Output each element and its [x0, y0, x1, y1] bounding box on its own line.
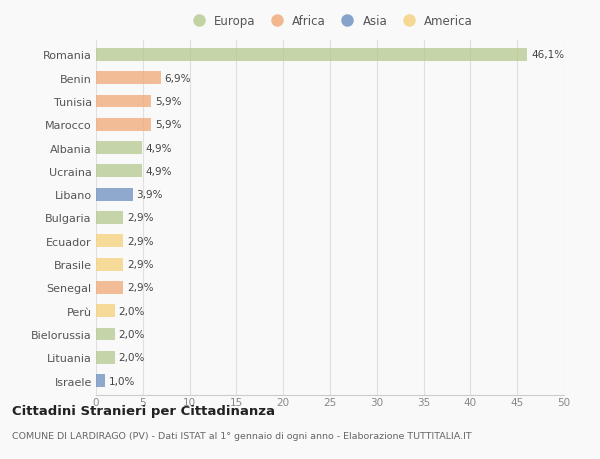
Bar — [96, 165, 142, 178]
Text: 2,0%: 2,0% — [118, 329, 145, 339]
Text: 6,9%: 6,9% — [164, 73, 191, 84]
Text: 5,9%: 5,9% — [155, 120, 181, 130]
Text: 2,9%: 2,9% — [127, 213, 154, 223]
Bar — [96, 188, 133, 201]
Text: 2,0%: 2,0% — [118, 306, 145, 316]
Bar — [96, 235, 123, 248]
Bar — [96, 212, 123, 224]
Text: 5,9%: 5,9% — [155, 97, 181, 107]
Legend: Europa, Africa, Asia, America: Europa, Africa, Asia, America — [184, 12, 476, 32]
Bar — [96, 258, 123, 271]
Text: 2,9%: 2,9% — [127, 236, 154, 246]
Bar — [96, 49, 527, 62]
Text: 4,9%: 4,9% — [146, 167, 172, 177]
Text: 3,9%: 3,9% — [136, 190, 163, 200]
Bar — [96, 305, 115, 318]
Text: COMUNE DI LARDIRAGO (PV) - Dati ISTAT al 1° gennaio di ogni anno - Elaborazione : COMUNE DI LARDIRAGO (PV) - Dati ISTAT al… — [12, 431, 472, 441]
Text: 1,0%: 1,0% — [109, 376, 136, 386]
Bar — [96, 72, 161, 85]
Text: 2,9%: 2,9% — [127, 259, 154, 269]
Text: 2,9%: 2,9% — [127, 283, 154, 293]
Text: 4,9%: 4,9% — [146, 143, 172, 153]
Bar — [96, 281, 123, 294]
Bar — [96, 142, 142, 155]
Bar — [96, 375, 106, 387]
Text: 2,0%: 2,0% — [118, 353, 145, 363]
Bar — [96, 328, 115, 341]
Text: 46,1%: 46,1% — [531, 50, 565, 60]
Bar — [96, 118, 151, 131]
Bar — [96, 351, 115, 364]
Text: Cittadini Stranieri per Cittadinanza: Cittadini Stranieri per Cittadinanza — [12, 404, 275, 417]
Bar — [96, 95, 151, 108]
